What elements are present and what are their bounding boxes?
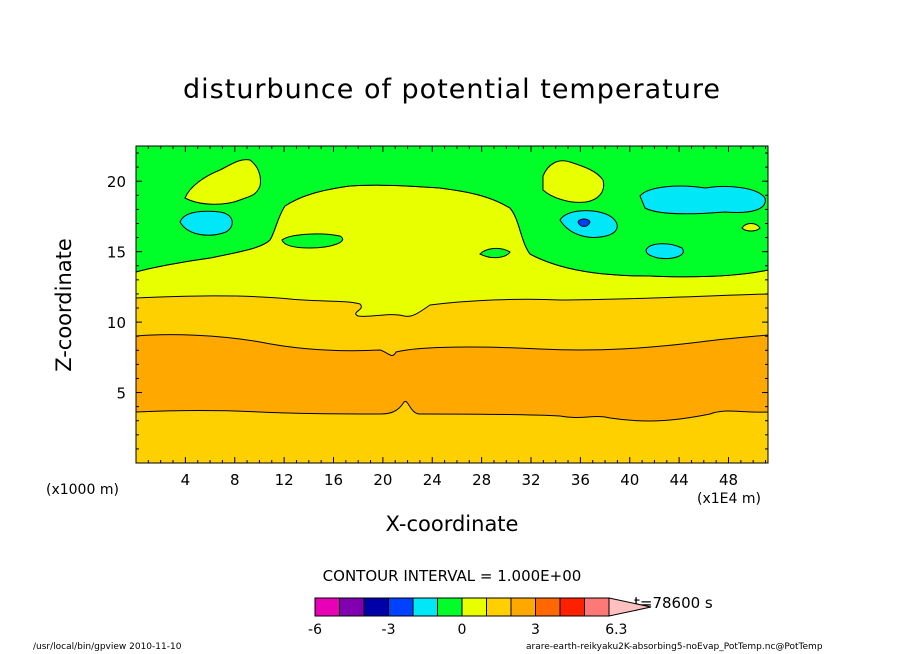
blob-green-left <box>281 233 343 249</box>
colorbar-cell <box>486 597 512 617</box>
colorbar-cell <box>412 597 438 617</box>
y-tick-label: 10 <box>107 314 126 332</box>
colorbar-tick-label: -3 <box>382 622 396 638</box>
colorbar-tick-label: 3 <box>531 622 540 638</box>
x-axis-unit: (x1E4 m) <box>697 491 761 507</box>
y-tick-label: 20 <box>107 173 126 191</box>
blob-cyan-right <box>639 185 766 215</box>
colorbar-cell <box>388 597 414 617</box>
colorbar-tick-label: 6.3 <box>605 622 627 638</box>
plot-frame <box>135 145 769 464</box>
x-tick-label: 28 <box>472 471 491 489</box>
x-tick-label: 40 <box>620 471 639 489</box>
x-axis-label: X-coordinate <box>385 512 519 536</box>
region-level--1 <box>136 146 768 278</box>
colorbar-cell <box>559 597 585 617</box>
colorbar-extension <box>608 597 652 617</box>
blob-yellow-left <box>184 159 261 205</box>
colorbar: -6 -3 0 3 6.3 <box>308 597 652 638</box>
colorbar-cell <box>363 597 389 617</box>
contour-interval: CONTOUR INTERVAL = 1.000E+00 <box>322 567 582 585</box>
colorbar-tick-label: -6 <box>308 622 322 638</box>
y-axis-unit: (x1000 m) <box>46 482 119 498</box>
colorbar-cell <box>461 597 487 617</box>
blob-yellow-small <box>741 223 761 232</box>
x-tick-label: 20 <box>373 471 392 489</box>
region-level-2 <box>136 334 768 422</box>
blob-cyan-low <box>645 243 684 259</box>
x-tick-label: 44 <box>670 471 689 489</box>
x-tick-label: 8 <box>230 471 240 489</box>
x-tick-label: 32 <box>521 471 540 489</box>
colorbar-cell <box>314 597 340 617</box>
blob-cyan-left <box>179 210 233 236</box>
blob-green-mid <box>479 247 511 259</box>
time-label: t=78600 s <box>634 594 713 612</box>
chart-title: disturbunce of potential temperature <box>183 74 721 105</box>
footer-left: /usr/local/bin/gpview 2010-11-10 <box>33 642 182 652</box>
colorbar-cell <box>437 597 463 617</box>
blob-blue <box>577 218 591 227</box>
contour-fill-layers <box>136 146 768 463</box>
footer-right: arare-earth-reikyaku2K-absorbing5-noEvap… <box>526 642 823 652</box>
colorbar-cell <box>339 597 365 617</box>
blob-yellow-right <box>542 160 605 203</box>
x-tick-label: 24 <box>423 471 442 489</box>
y-tick-label: 5 <box>116 385 126 403</box>
x-tick-label: 36 <box>571 471 590 489</box>
colorbar-tick-label: 0 <box>458 622 467 638</box>
colorbar-cell <box>535 597 561 617</box>
colorbar-cell <box>510 597 536 617</box>
y-tick-label: 15 <box>107 244 126 262</box>
x-tick-label: 16 <box>324 471 343 489</box>
x-tick-label: 12 <box>275 471 294 489</box>
colorbar-cell <box>584 597 610 617</box>
x-tick-label: 4 <box>181 471 191 489</box>
x-tick-label: 48 <box>719 471 738 489</box>
